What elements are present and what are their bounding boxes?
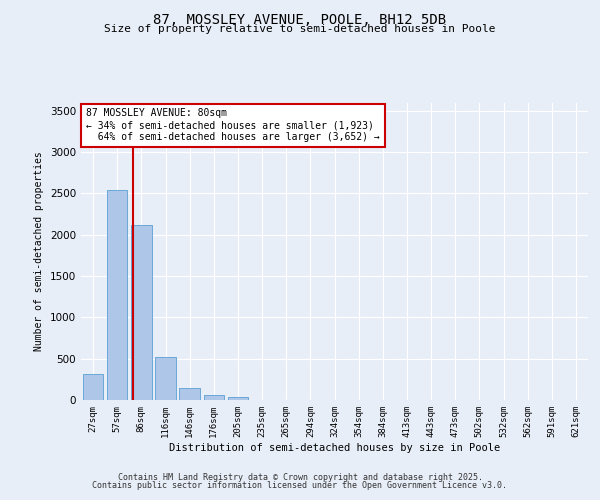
Text: Contains HM Land Registry data © Crown copyright and database right 2025.: Contains HM Land Registry data © Crown c… (118, 472, 482, 482)
Bar (179, 388, 200, 400)
Bar (227, 396, 248, 400)
X-axis label: Distribution of semi-detached houses by size in Poole: Distribution of semi-detached houses by … (169, 442, 500, 452)
Text: 87, MOSSLEY AVENUE, POOLE, BH12 5DB: 87, MOSSLEY AVENUE, POOLE, BH12 5DB (154, 12, 446, 26)
Bar (203, 394, 224, 400)
Bar (155, 357, 176, 400)
Text: 87 MOSSLEY AVENUE: 80sqm
← 34% of semi-detached houses are smaller (1,923)
  64%: 87 MOSSLEY AVENUE: 80sqm ← 34% of semi-d… (86, 108, 380, 142)
Y-axis label: Number of semi-detached properties: Number of semi-detached properties (34, 152, 44, 351)
Text: Contains public sector information licensed under the Open Government Licence v3: Contains public sector information licen… (92, 482, 508, 490)
Bar (131, 225, 152, 400)
Text: Size of property relative to semi-detached houses in Poole: Size of property relative to semi-detach… (104, 24, 496, 34)
Bar (83, 374, 103, 400)
Bar (107, 190, 127, 400)
